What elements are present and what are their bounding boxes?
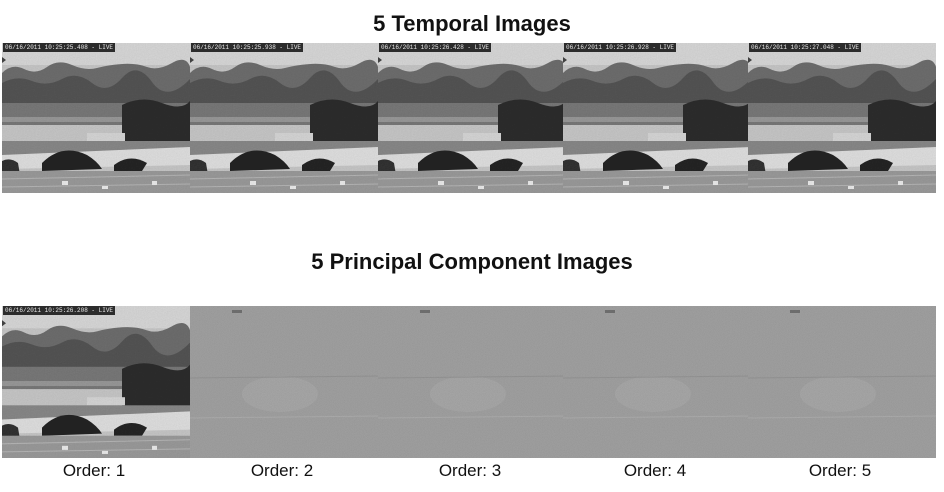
timestamp-overlay: 06/16/2011 10:25:27.048 - LIVE	[749, 43, 862, 52]
caption-order-5: Order: 5	[808, 461, 872, 480]
caption-order-1: Order: 1	[62, 461, 126, 480]
pc-image-5	[748, 306, 936, 458]
caption-order-4: Order: 4	[623, 461, 687, 480]
scene-photo	[2, 43, 190, 193]
timestamp-overlay: 06/16/2011 10:25:25.408 - LIVE	[3, 43, 116, 52]
temporal-images-title: 5 Temporal Images	[373, 11, 571, 36]
timestamp-overlay: 06/16/2011 10:25:26.208 - LIVE	[3, 306, 116, 315]
timestamp-overlay: 06/16/2011 10:25:26.928 - LIVE	[564, 43, 677, 52]
temporal-image-3: 06/16/2011 10:25:26.428 - LIVE	[378, 43, 566, 193]
pc-image-2	[190, 306, 378, 458]
pc-image-3	[378, 306, 566, 458]
scene-photo	[190, 43, 378, 193]
timestamp-overlay: 06/16/2011 10:25:25.938 - LIVE	[191, 43, 304, 52]
scene-photo	[563, 43, 751, 193]
caption-order-2: Order: 2	[250, 461, 314, 480]
temporal-image-5: 06/16/2011 10:25:27.048 - LIVE	[748, 43, 936, 193]
scene-photo	[378, 43, 566, 193]
scene-photo	[2, 306, 190, 458]
residual-image	[378, 306, 566, 458]
temporal-image-1: 06/16/2011 10:25:25.408 - LIVE	[2, 43, 190, 193]
pc-image-4	[563, 306, 751, 458]
residual-image	[190, 306, 378, 458]
scene-photo	[748, 43, 936, 193]
residual-image	[748, 306, 936, 458]
pc-image-1: 06/16/2011 10:25:26.208 - LIVE	[2, 306, 190, 458]
temporal-image-4: 06/16/2011 10:25:26.928 - LIVE	[563, 43, 751, 193]
temporal-image-2: 06/16/2011 10:25:25.938 - LIVE	[190, 43, 378, 193]
timestamp-overlay: 06/16/2011 10:25:26.428 - LIVE	[379, 43, 492, 52]
caption-order-3: Order: 3	[438, 461, 502, 480]
pc-images-title: 5 Principal Component Images	[311, 249, 633, 274]
residual-image	[563, 306, 751, 458]
